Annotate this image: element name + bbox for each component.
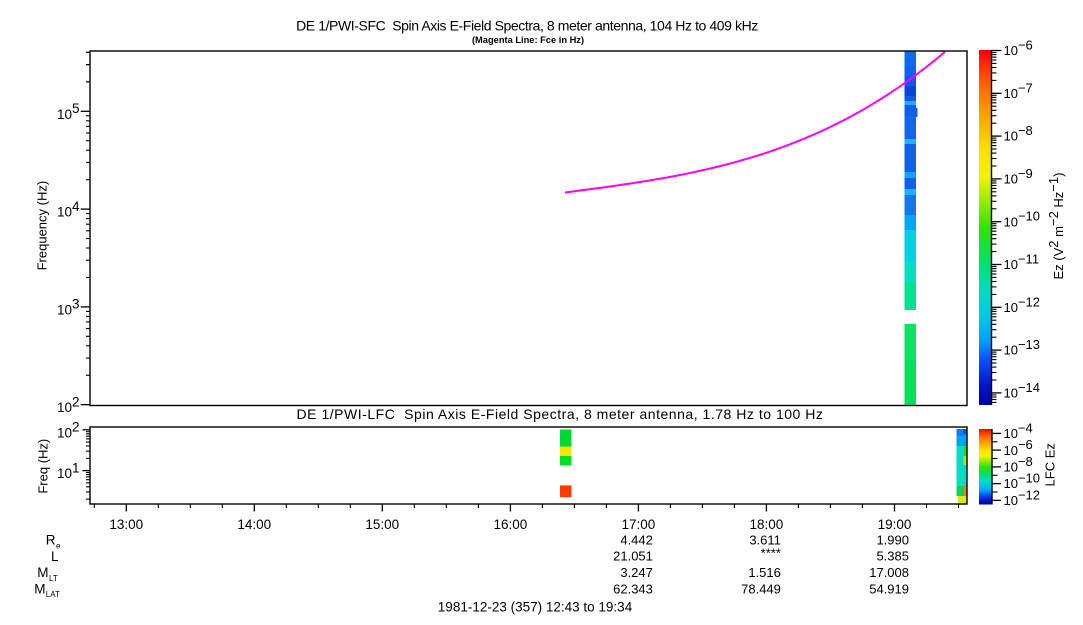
svg-text:4.442: 4.442 bbox=[620, 533, 653, 548]
svg-text:e: e bbox=[56, 541, 61, 550]
svg-text:M: M bbox=[34, 581, 45, 596]
svg-text:21.051: 21.051 bbox=[613, 548, 653, 563]
svg-text:1981-12-23 (357) 12:43 to 19:3: 1981-12-23 (357) 12:43 to 19:34 bbox=[438, 600, 633, 615]
svg-text:3.611: 3.611 bbox=[749, 533, 781, 548]
svg-text:R: R bbox=[46, 533, 56, 548]
svg-text:17.008: 17.008 bbox=[869, 565, 909, 580]
svg-text:****: **** bbox=[761, 545, 781, 560]
svg-text:DE 1/PWI-LFC Spin Axis E-Fiel: DE 1/PWI-LFC Spin Axis E-Field Spectra, … bbox=[297, 406, 824, 422]
svg-text:13:00: 13:00 bbox=[109, 517, 143, 532]
svg-text:L: L bbox=[51, 549, 59, 564]
svg-text:LFC Ez: LFC Ez bbox=[1043, 443, 1058, 486]
svg-text:19:00: 19:00 bbox=[878, 517, 912, 532]
svg-text:78.449: 78.449 bbox=[741, 581, 781, 596]
svg-text:Freq (Hz): Freq (Hz) bbox=[36, 439, 51, 494]
svg-text:17:00: 17:00 bbox=[622, 517, 656, 532]
svg-text:18:00: 18:00 bbox=[750, 517, 784, 532]
svg-text:15:00: 15:00 bbox=[365, 517, 399, 532]
svg-text:(Magenta Line: Fce in Hz): (Magenta Line: Fce in Hz) bbox=[472, 35, 584, 45]
svg-text:1.516: 1.516 bbox=[748, 565, 781, 580]
svg-text:LT: LT bbox=[49, 574, 58, 583]
svg-text:1.990: 1.990 bbox=[876, 533, 909, 548]
svg-text:Ez (V2 m−2 Hz−1): Ez (V2 m−2 Hz−1) bbox=[1046, 173, 1066, 280]
svg-text:16:00: 16:00 bbox=[494, 517, 528, 532]
svg-text:62.343: 62.343 bbox=[613, 581, 653, 596]
svg-text:DE 1/PWI-SFC Spin Axis E-Fiel: DE 1/PWI-SFC Spin Axis E-Field Spectra, … bbox=[296, 18, 758, 34]
svg-text:54.919: 54.919 bbox=[869, 581, 909, 596]
svg-text:5.385: 5.385 bbox=[876, 548, 909, 563]
svg-text:Frequency (Hz): Frequency (Hz) bbox=[34, 181, 49, 271]
svg-text:M: M bbox=[37, 565, 48, 580]
svg-text:14:00: 14:00 bbox=[237, 517, 271, 532]
svg-text:3.247: 3.247 bbox=[620, 565, 653, 580]
svg-text:LAT: LAT bbox=[46, 590, 60, 599]
